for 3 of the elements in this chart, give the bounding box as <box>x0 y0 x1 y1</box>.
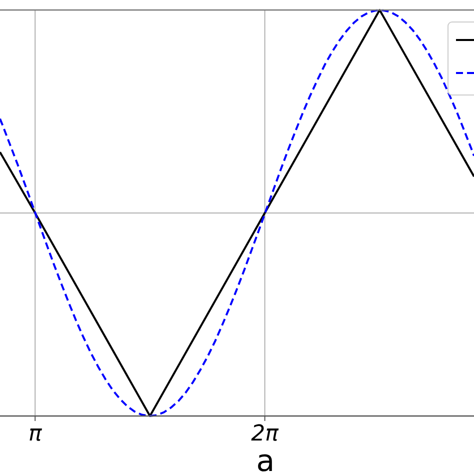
x-axis-title: a <box>256 444 275 474</box>
x-tick-label: 2π <box>251 422 280 447</box>
x-tick-label: π <box>28 422 42 447</box>
